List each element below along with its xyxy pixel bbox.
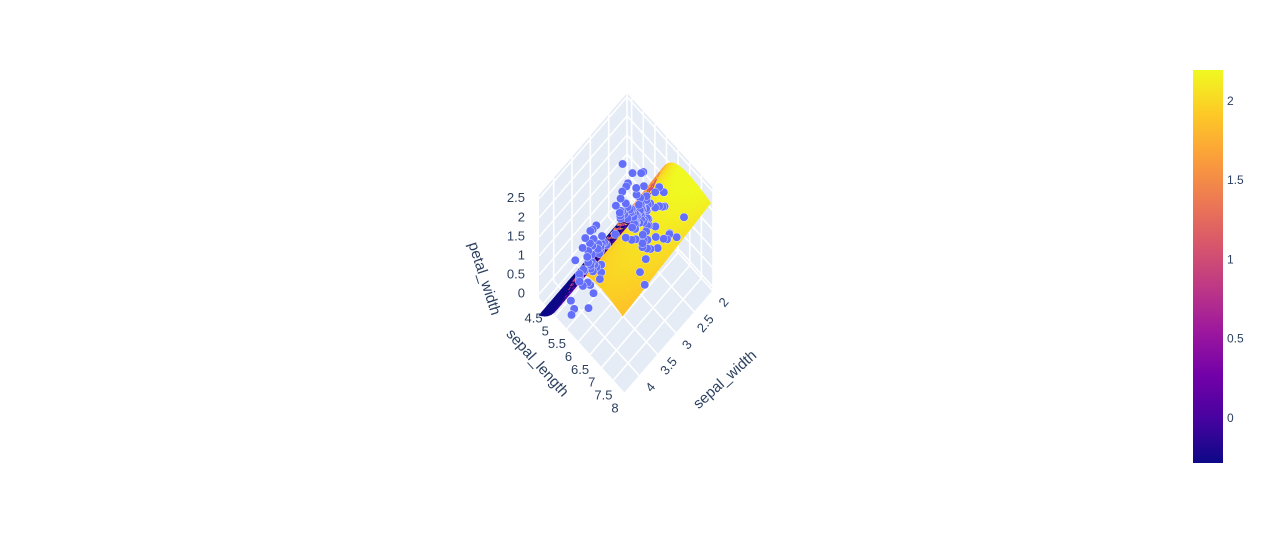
- scatter-point[interactable]: [638, 230, 648, 240]
- scatter-point[interactable]: [679, 212, 689, 222]
- y-tick-label: 4: [642, 380, 658, 395]
- scatter-point[interactable]: [589, 288, 598, 298]
- scatter-point[interactable]: [638, 238, 647, 248]
- y-axis-label: sepal_width: [690, 347, 760, 413]
- scatter-point[interactable]: [615, 208, 625, 218]
- scatter-point[interactable]: [635, 267, 645, 277]
- scatter-point[interactable]: [639, 181, 649, 191]
- grid-line-z: [538, 153, 628, 257]
- scatter-point[interactable]: [580, 233, 590, 243]
- x-tick-label: 4.5: [525, 311, 543, 326]
- scatter-point[interactable]: [631, 183, 641, 193]
- scatter-point[interactable]: [575, 277, 584, 286]
- grid-line-z: [538, 115, 628, 219]
- scatter-point[interactable]: [616, 194, 625, 204]
- scatter-point[interactable]: [582, 252, 592, 262]
- grid-line-z: [538, 134, 628, 238]
- grid-line-z: [626, 96, 714, 193]
- colorbar-tick-label: 0.5: [1227, 332, 1244, 346]
- scatter-point[interactable]: [566, 296, 576, 306]
- scatter-point[interactable]: [659, 234, 669, 244]
- scatter-point[interactable]: [650, 187, 660, 197]
- colorbar: 0 0.5 1 1.5 2: [1193, 70, 1244, 463]
- scatter-point[interactable]: [618, 159, 627, 169]
- scatter-point[interactable]: [611, 201, 621, 211]
- scatter-point[interactable]: [575, 269, 584, 279]
- grid-line-z: [538, 96, 628, 200]
- colorbar-ticks: 0 0.5 1 1.5 2: [1227, 94, 1244, 425]
- scatter-point[interactable]: [567, 310, 576, 320]
- z-tick-label: 1: [518, 247, 525, 262]
- scatter-point[interactable]: [595, 274, 605, 284]
- colorbar-tick-label: 2: [1227, 94, 1234, 108]
- z-tick-label: 0: [518, 286, 525, 301]
- scatter-point[interactable]: [585, 226, 595, 236]
- x-tick-label: 7.5: [594, 388, 612, 403]
- scatter-point[interactable]: [636, 168, 646, 178]
- scatter-point[interactable]: [634, 200, 644, 210]
- x-tick-label: 8: [611, 400, 618, 415]
- scatter-point[interactable]: [578, 243, 587, 253]
- scatter-point[interactable]: [653, 243, 663, 253]
- scene-3d[interactable]: 4.555.566.577.58 2 2.5 3 3.5 4 0 0.5 1 1.5 2 2.5 se…: [464, 93, 760, 415]
- x-tick-label: 6.5: [571, 362, 589, 377]
- scatter-point[interactable]: [570, 255, 580, 265]
- pane-back-left: [539, 93, 627, 298]
- scatter-point[interactable]: [621, 233, 631, 243]
- colorbar-tick-label: 0: [1227, 411, 1234, 425]
- x-tick-label: 6: [565, 349, 572, 364]
- scatter-point[interactable]: [627, 223, 637, 232]
- z-tick-label: 0.5: [507, 267, 525, 282]
- scatter-points: [566, 159, 689, 320]
- scatter-point[interactable]: [584, 303, 593, 313]
- y-tick-label: 3.5: [657, 354, 680, 377]
- y-tick-label: 2.5: [694, 312, 717, 335]
- x-tick-label: 5.5: [548, 336, 566, 351]
- colorbar-tick-label: 1: [1227, 252, 1234, 266]
- colorbar-tick-label: 1.5: [1227, 173, 1244, 187]
- z-tick-label: 1.5: [507, 228, 525, 243]
- scatter-point[interactable]: [640, 280, 650, 290]
- grid-line-y: [553, 280, 641, 377]
- scatter-point[interactable]: [641, 254, 651, 264]
- z-tick-label: 2.5: [507, 190, 525, 205]
- scatter-point[interactable]: [597, 231, 607, 241]
- x-tick-label: 7: [588, 375, 595, 390]
- z-tick-label: 2: [518, 209, 525, 224]
- scatter-point[interactable]: [628, 168, 637, 178]
- colorbar-gradient: [1193, 70, 1223, 463]
- x-tick-label: 5: [542, 323, 549, 338]
- scatter-point[interactable]: [651, 232, 661, 242]
- scatter-point[interactable]: [610, 229, 620, 239]
- z-axis-label: petal_width: [464, 240, 504, 317]
- y-tick-label: 3: [679, 337, 695, 352]
- grid-line-z: [538, 191, 628, 295]
- surface-patch: [538, 310, 547, 317]
- grid-line-z: [538, 172, 628, 276]
- y-tick-label: 2: [715, 295, 731, 310]
